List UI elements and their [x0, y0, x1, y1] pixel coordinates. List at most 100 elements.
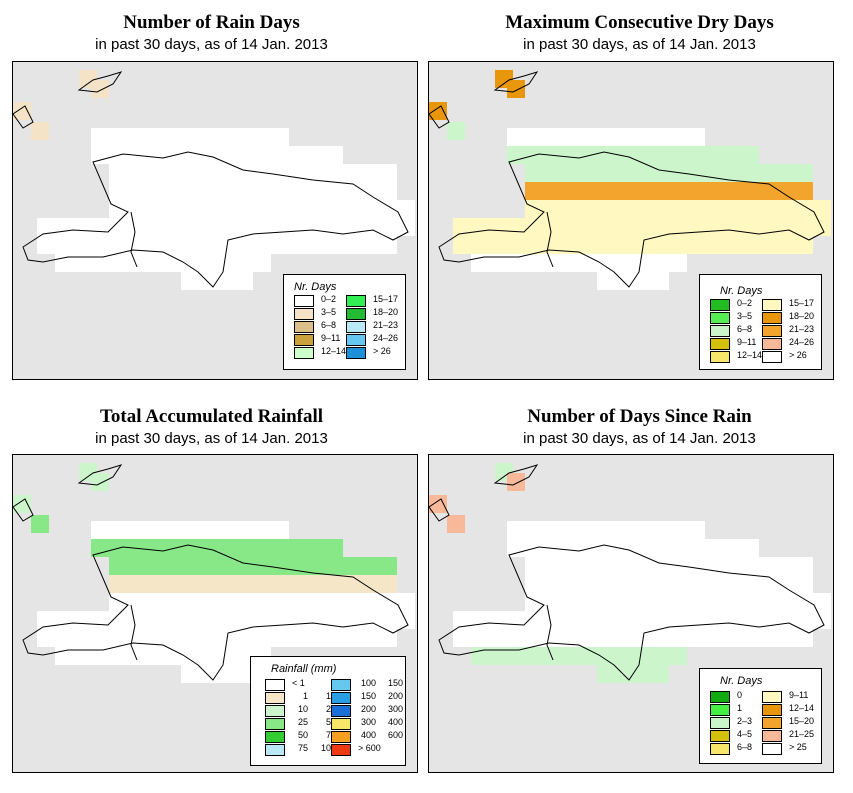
- map-cell: [615, 611, 633, 629]
- map-cell: [253, 521, 271, 539]
- map-cell: [723, 200, 741, 218]
- map-cell: [199, 575, 217, 593]
- map-cell: [561, 539, 579, 557]
- map-cell: [597, 218, 615, 236]
- coastline: [13, 464, 123, 522]
- map-cell: [307, 146, 325, 164]
- map-cell: [199, 521, 217, 539]
- map-cell: [145, 557, 163, 575]
- map-cell: [597, 200, 615, 218]
- map-cell: [181, 557, 199, 575]
- legend-item: 6–8: [710, 324, 760, 337]
- legend-item: 1: [710, 703, 760, 716]
- map-cell: [127, 575, 145, 593]
- legend-item: 0–2: [710, 298, 760, 311]
- map-cell: [723, 182, 741, 200]
- legend-item: 15–20: [762, 716, 817, 729]
- panel-title: Number of Rain Days: [123, 12, 300, 33]
- map-cell: [741, 593, 759, 611]
- legend-label: 6–8: [321, 320, 337, 330]
- legend-item: 12–14: [294, 346, 346, 359]
- legend-item: 21–23: [346, 320, 401, 333]
- map-cell: [199, 200, 217, 218]
- map-cell: [217, 647, 235, 665]
- map-cell: [325, 146, 343, 164]
- map-cell: [145, 575, 163, 593]
- map-cell: [127, 200, 145, 218]
- map-cell: [343, 236, 361, 254]
- legend-label: 24–26: [789, 337, 815, 347]
- legend-swatch: [710, 299, 730, 311]
- map-cell: [489, 647, 507, 665]
- map-cell: [361, 218, 379, 236]
- legend: Nr. Days 0–2 3–5 6–8 9–11 12–14 15–17 18…: [699, 274, 822, 370]
- map-cell: [199, 254, 217, 272]
- map-cell: [199, 218, 217, 236]
- map-cell: [651, 182, 669, 200]
- map-cell: [109, 128, 127, 146]
- legend-label: < 1: [292, 678, 305, 688]
- map-cell: [651, 272, 669, 290]
- map-cell: [127, 611, 145, 629]
- map-cell: [13, 495, 31, 513]
- map-cell: [687, 575, 705, 593]
- map-cell: [723, 146, 741, 164]
- map-cell: [741, 629, 759, 647]
- map-cell: [127, 182, 145, 200]
- map-cell: [651, 218, 669, 236]
- map-cell: [127, 521, 145, 539]
- map-cell: [525, 521, 543, 539]
- map-cell: [379, 611, 397, 629]
- map-cell: [687, 557, 705, 575]
- panel-rain-days: Number of Rain Days in past 30 days, as …: [0, 0, 423, 390]
- map-cell: [687, 128, 705, 146]
- map-cell: [615, 128, 633, 146]
- map-cell: [687, 521, 705, 539]
- map-cell: [561, 647, 579, 665]
- map-cell: [127, 557, 145, 575]
- map-cell: [759, 182, 777, 200]
- map-cell: [759, 218, 777, 236]
- map-cell: [741, 182, 759, 200]
- map-cell: [471, 611, 489, 629]
- legend-title: Nr. Days: [720, 675, 763, 687]
- map-cell: [561, 182, 579, 200]
- legend-item: 15–17: [346, 294, 401, 307]
- country-border: [546, 604, 554, 661]
- map-cell: [669, 593, 687, 611]
- legend-label: 15–20: [789, 716, 815, 726]
- map-cell: [109, 557, 127, 575]
- panel-title: Maximum Consecutive Dry Days: [505, 12, 774, 33]
- legend-swatch: [710, 351, 730, 363]
- map-cell: [145, 611, 163, 629]
- legend-item: 25 50: [265, 717, 336, 730]
- map-cell: [651, 611, 669, 629]
- map-cell: [199, 557, 217, 575]
- legend-label: 75: [316, 730, 336, 740]
- map-cell: [235, 575, 253, 593]
- map-cell: [73, 611, 91, 629]
- panel-since-rain: Number of Days Since Rain in past 30 day…: [426, 394, 853, 793]
- map-cell: [579, 146, 597, 164]
- map-cell: [271, 164, 289, 182]
- map-cell: [109, 593, 127, 611]
- legend-swatch: [331, 692, 351, 704]
- legend-label: 18–20: [789, 311, 815, 321]
- map-cell: [777, 575, 795, 593]
- map-cell: [723, 218, 741, 236]
- map-cell: [235, 200, 253, 218]
- map-cell: [199, 539, 217, 557]
- legend-swatch: [710, 704, 730, 716]
- map-cell: [723, 575, 741, 593]
- map-cell: [37, 236, 55, 254]
- map-cell: [525, 218, 543, 236]
- legend-label: 12–14: [737, 350, 763, 360]
- map-cell: [777, 593, 795, 611]
- map-cell: [687, 629, 705, 647]
- map-cell: [289, 182, 307, 200]
- legend-swatch: [762, 730, 782, 742]
- map-cell: [777, 218, 795, 236]
- map-cell: [217, 272, 235, 290]
- map-cell: [687, 164, 705, 182]
- panel-subtitle: in past 30 days, as of 14 Jan. 2013: [95, 430, 328, 447]
